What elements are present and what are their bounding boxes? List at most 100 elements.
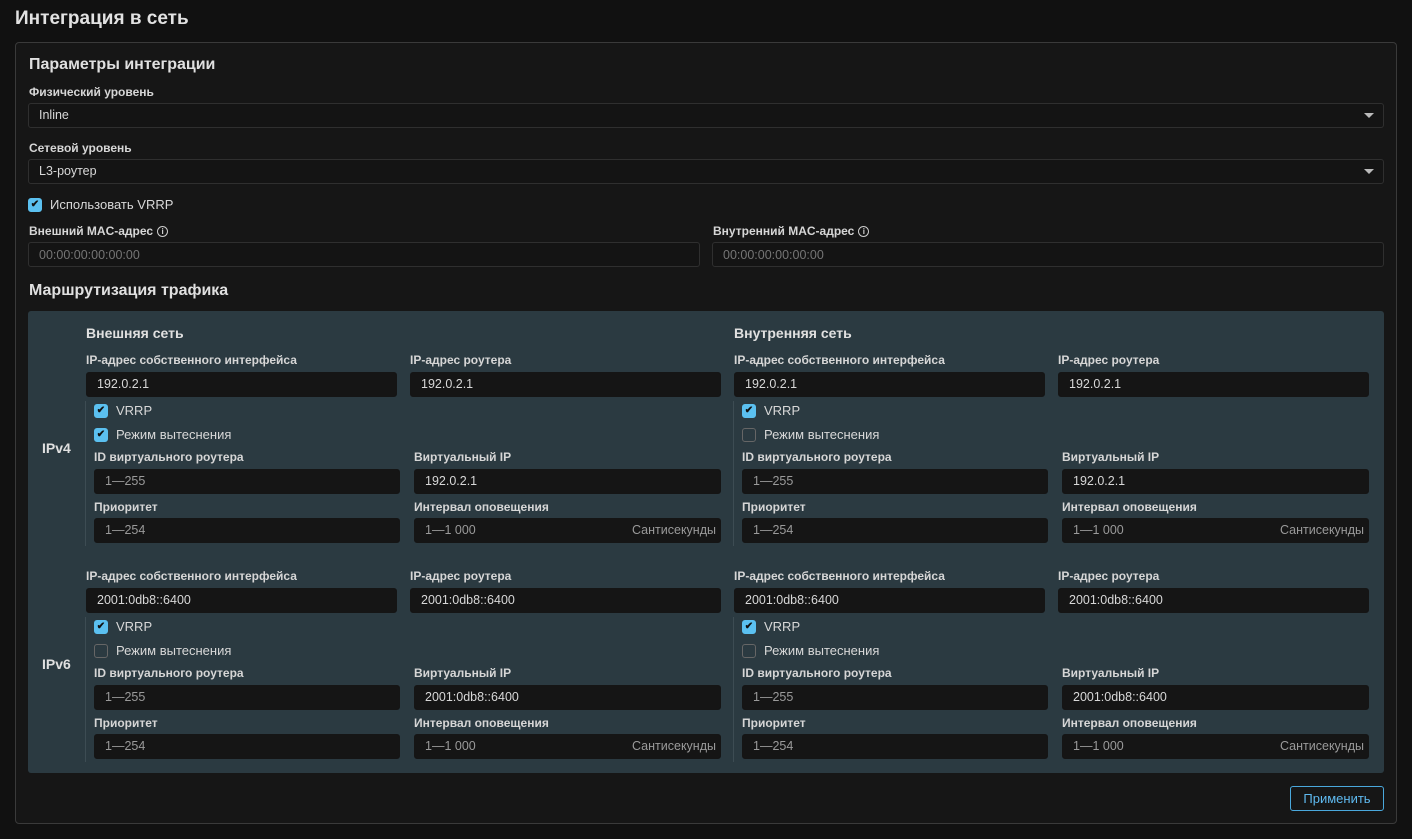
own-ip-input[interactable]: 2001:0db8::6400: [734, 588, 1045, 613]
vrrp-label: VRRP: [764, 403, 801, 418]
network-level-value: L3-роутер: [39, 164, 97, 178]
virtual-ip-label: Виртуальный IP: [414, 450, 512, 464]
virtual-ip-label: Виртуальный IP: [414, 666, 512, 680]
int-mac-label-text: Внутренний MAC-адрес: [713, 224, 855, 238]
own-ip-input[interactable]: 192.0.2.1: [734, 372, 1045, 397]
vrrp-group-divider: [733, 401, 734, 546]
interval-unit: Сантисекунды: [632, 523, 716, 537]
vrrp-checkbox[interactable]: ✔ VRRP: [94, 619, 152, 634]
router-ip-label: IP-адрес роутера: [410, 569, 512, 583]
vrrp-checkbox[interactable]: ✔ VRRP: [94, 403, 152, 418]
own-ip-input[interactable]: 192.0.2.1: [86, 372, 397, 397]
info-icon[interactable]: i: [858, 226, 870, 238]
preempt-checkbox[interactable]: Режим вытеснения: [742, 427, 879, 442]
int-mac-input[interactable]: [712, 242, 1384, 267]
virtual-ip-input[interactable]: 192.0.2.1: [1062, 469, 1369, 494]
vrid-input[interactable]: 1—255: [742, 469, 1048, 494]
use-vrrp-label: Использовать VRRP: [50, 197, 174, 212]
own-ip-label: IP-адрес собственного интерфейса: [86, 353, 297, 367]
vrrp-label: VRRP: [116, 403, 153, 418]
ext-mac-label-text: Внешний MAC-адрес: [29, 224, 154, 238]
priority-input[interactable]: 1—254: [94, 734, 400, 759]
interval-unit: Сантисекунды: [1280, 739, 1364, 753]
preempt-label: Режим вытеснения: [116, 643, 232, 658]
info-icon[interactable]: i: [157, 226, 169, 238]
virtual-ip-label: Виртуальный IP: [1062, 666, 1160, 680]
checkbox-checked-icon: ✔: [28, 197, 42, 212]
routing-panel: Внешняя сеть Внутренняя сеть IPv4 IP-адре…: [28, 311, 1384, 773]
section-title: Параметры интеграции: [29, 56, 216, 73]
priority-label: Приоритет: [94, 500, 158, 514]
interval-value: 1—1 000: [425, 739, 476, 753]
vrrp-checkbox[interactable]: ✔ VRRP: [742, 403, 800, 418]
physical-level-value: Inline: [39, 108, 69, 122]
vrrp-group-divider: [85, 617, 86, 762]
router-ip-input[interactable]: 2001:0db8::6400: [1058, 588, 1369, 613]
vrid-label: ID виртуального роутера: [94, 450, 244, 464]
ip-version-label: IPv6: [42, 656, 71, 672]
interval-label: Интервал оповещения: [414, 500, 549, 514]
checkbox-checked-icon: ✔: [742, 403, 756, 418]
interval-input[interactable]: 1—1 000 Сантисекунды: [1062, 734, 1369, 759]
virtual-ip-input[interactable]: 2001:0db8::6400: [414, 685, 721, 710]
internal-network-heading: Внутренняя сеть: [734, 325, 852, 341]
interval-input[interactable]: 1—1 000 Сантисекунды: [414, 734, 721, 759]
preempt-checkbox[interactable]: ✔ Режим вытеснения: [94, 427, 231, 442]
router-ip-label: IP-адрес роутера: [1058, 569, 1160, 583]
interval-label: Интервал оповещения: [1062, 500, 1197, 514]
own-ip-label: IP-адрес собственного интерфейса: [86, 569, 297, 583]
chevron-down-icon: [1364, 169, 1374, 174]
checkbox-unchecked-icon: [94, 643, 108, 658]
vrid-input[interactable]: 1—255: [94, 469, 400, 494]
network-level-select[interactable]: L3-роутер: [28, 159, 1384, 184]
interval-label: Интервал оповещения: [1062, 716, 1197, 730]
use-vrrp-checkbox[interactable]: ✔ Использовать VRRP: [28, 197, 173, 212]
own-ip-label: IP-адрес собственного интерфейса: [734, 569, 945, 583]
preempt-label: Режим вытеснения: [764, 427, 880, 442]
priority-label: Приоритет: [742, 716, 806, 730]
priority-label: Приоритет: [742, 500, 806, 514]
interval-value: 1—1 000: [425, 523, 476, 537]
vrid-label: ID виртуального роутера: [94, 666, 244, 680]
preempt-label: Режим вытеснения: [764, 643, 880, 658]
physical-level-label: Физический уровень: [29, 85, 154, 99]
vrrp-label: VRRP: [116, 619, 153, 634]
priority-input[interactable]: 1—254: [742, 734, 1048, 759]
vrrp-label: VRRP: [764, 619, 801, 634]
vrid-input[interactable]: 1—255: [94, 685, 400, 710]
routing-title: Маршрутизация трафика: [29, 282, 229, 299]
physical-level-select[interactable]: Inline: [28, 103, 1384, 128]
checkbox-checked-icon: ✔: [94, 403, 108, 418]
vrrp-group-divider: [733, 617, 734, 762]
vrrp-group-divider: [85, 401, 86, 546]
checkbox-unchecked-icon: [742, 427, 756, 442]
preempt-checkbox[interactable]: Режим вытеснения: [742, 643, 879, 658]
ext-mac-input[interactable]: [28, 242, 700, 267]
apply-button[interactable]: Применить: [1290, 786, 1384, 811]
page-title: Интеграция в сеть: [15, 8, 189, 29]
router-ip-input[interactable]: 192.0.2.1: [1058, 372, 1369, 397]
router-ip-label: IP-адрес роутера: [410, 353, 512, 367]
checkbox-checked-icon: ✔: [94, 619, 108, 634]
virtual-ip-input[interactable]: 192.0.2.1: [414, 469, 721, 494]
interval-input[interactable]: 1—1 000 Сантисекунды: [1062, 518, 1369, 543]
checkbox-checked-icon: ✔: [742, 619, 756, 634]
checkbox-unchecked-icon: [742, 643, 756, 658]
router-ip-input[interactable]: 192.0.2.1: [410, 372, 721, 397]
priority-input[interactable]: 1—254: [94, 518, 400, 543]
interval-label: Интервал оповещения: [414, 716, 549, 730]
virtual-ip-input[interactable]: 2001:0db8::6400: [1062, 685, 1369, 710]
priority-input[interactable]: 1—254: [742, 518, 1048, 543]
router-ip-input[interactable]: 2001:0db8::6400: [410, 588, 721, 613]
preempt-label: Режим вытеснения: [116, 427, 232, 442]
vrrp-checkbox[interactable]: ✔ VRRP: [742, 619, 800, 634]
vrid-input[interactable]: 1—255: [742, 685, 1048, 710]
vrid-label: ID виртуального роутера: [742, 666, 892, 680]
router-ip-label: IP-адрес роутера: [1058, 353, 1160, 367]
preempt-checkbox[interactable]: Режим вытеснения: [94, 643, 231, 658]
interval-unit: Сантисекунды: [632, 739, 716, 753]
vrid-label: ID виртуального роутера: [742, 450, 892, 464]
interval-input[interactable]: 1—1 000 Сантисекунды: [414, 518, 721, 543]
own-ip-input[interactable]: 2001:0db8::6400: [86, 588, 397, 613]
priority-label: Приоритет: [94, 716, 158, 730]
